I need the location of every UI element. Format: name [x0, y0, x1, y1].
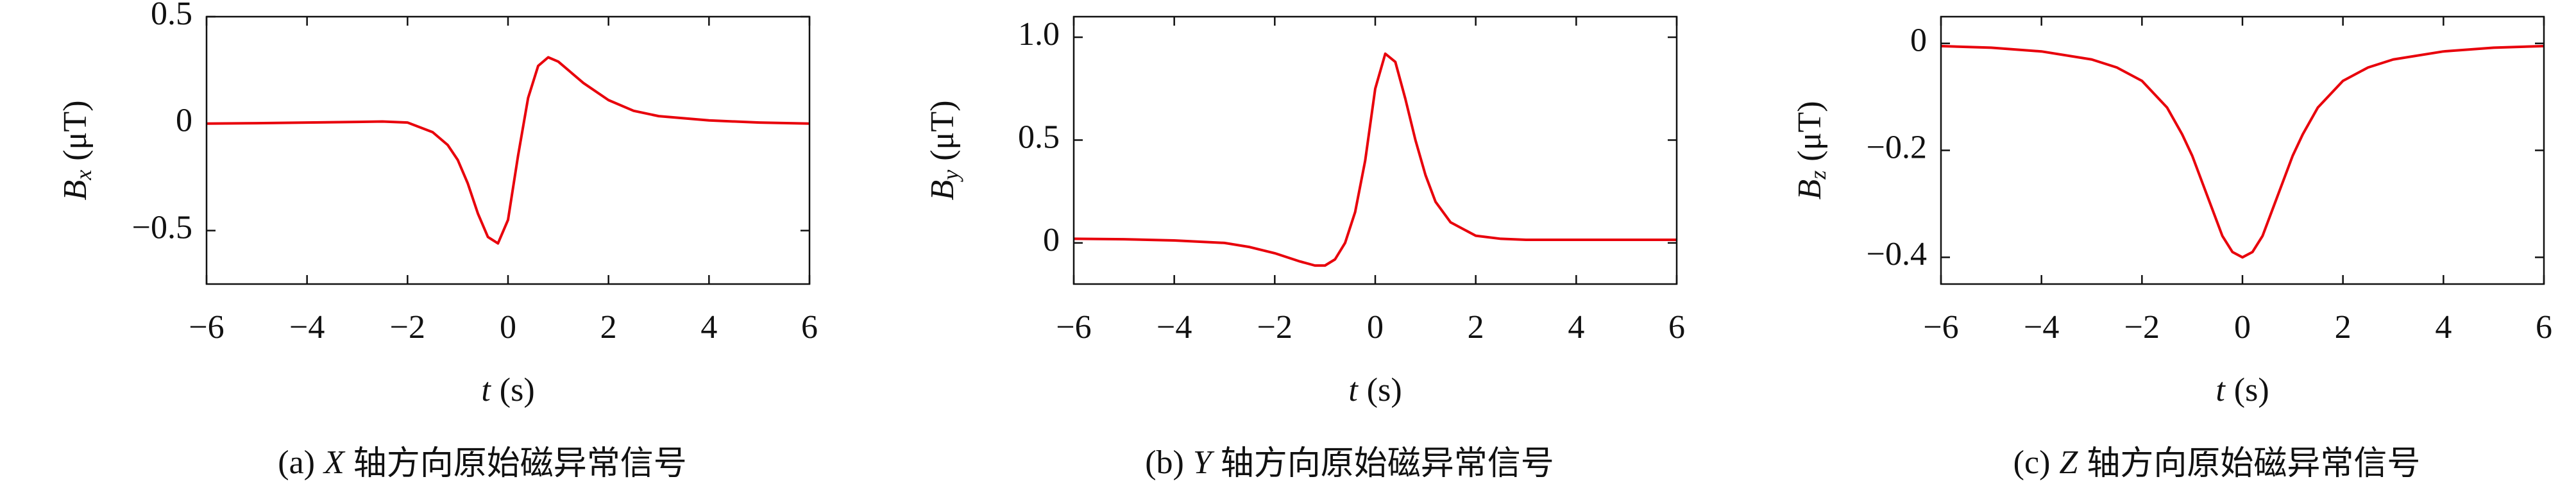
caption-tag: (b) — [1145, 444, 1184, 481]
x-tick-label: 6 — [1668, 309, 1685, 346]
caption-text: 轴方向原始磁异常信号 — [353, 444, 687, 483]
y-tick-label: −0.2 — [1867, 129, 1927, 165]
y-tick-label: 0 — [176, 103, 192, 139]
x-axis-label: t (s) — [481, 372, 534, 408]
caption-axis: Y — [1193, 444, 1215, 481]
x-label-symbol: t — [481, 372, 491, 408]
x-tick-label: 2 — [2335, 309, 2351, 346]
caption-tag: (c) — [2013, 444, 2051, 481]
x-tick-label: 4 — [700, 309, 717, 346]
y-axis-label: Bx (μT) — [57, 100, 96, 200]
data-line — [1073, 52, 1677, 267]
caption-text: 轴方向原始磁异常信号 — [2087, 444, 2420, 483]
x-label-unit: (s) — [2234, 372, 2269, 408]
data-line — [1940, 44, 2545, 259]
x-tick-label: −6 — [1923, 309, 1958, 346]
x-tick-label: 0 — [500, 309, 516, 346]
plot-frame — [205, 15, 811, 285]
chart-panel: −6 −4 −2 0 2 4 6 −0.4 −0.2 0 Bz (μT) t (s) (c) Z 轴方向原始磁异… — [1792, 15, 2552, 483]
y-label-symbol: B — [1792, 180, 1828, 200]
y-label-subscript: z — [1805, 171, 1831, 180]
x-axis-label: t (s) — [1348, 372, 1402, 408]
y-tick-label: −0.4 — [1867, 236, 1927, 273]
y-label-subscript: x — [71, 170, 96, 181]
x-label-symbol: t — [1348, 372, 1359, 408]
chart-panel: −6 −4 −2 0 2 4 6 −0.5 0 0.5 Bx (μT) t (s) (a) X 轴方向原始磁异常… — [57, 0, 818, 483]
y-axis-label: Bz (μT) — [1792, 101, 1831, 199]
x-label-unit: (s) — [500, 372, 535, 408]
y-label-unit: (μT) — [924, 100, 961, 160]
x-axis-label: t (s) — [2216, 372, 2269, 408]
data-line — [206, 56, 810, 245]
caption-tag: (a) — [278, 444, 315, 481]
caption: (a) X 轴方向原始磁异常信号 — [278, 444, 687, 483]
x-tick-label: 0 — [2234, 309, 2251, 346]
x-label-unit: (s) — [1367, 372, 1402, 408]
caption-text: 轴方向原始磁异常信号 — [1221, 444, 1554, 483]
x-tick-label: 4 — [2435, 309, 2452, 346]
x-tick-label: −2 — [2124, 309, 2160, 346]
x-tick-label: −2 — [390, 309, 425, 346]
y-label-symbol: B — [924, 180, 961, 201]
x-tick-label: 6 — [2536, 309, 2552, 346]
x-label-symbol: t — [2216, 372, 2226, 408]
x-tick-label: −4 — [2024, 309, 2059, 346]
x-tick-label: 6 — [801, 309, 818, 346]
caption: (c) Z 轴方向原始磁异常信号 — [2013, 444, 2421, 483]
x-tick-label: −2 — [1257, 309, 1292, 346]
y-tick-label: 1.0 — [1018, 16, 1060, 53]
x-tick-label: −4 — [1157, 309, 1192, 346]
x-tick-label: −6 — [1056, 309, 1091, 346]
y-tick-label: 0 — [1910, 22, 1927, 59]
chart-panel: −6 −4 −2 0 2 4 6 0 0.5 1.0 By (μT) t (s) (b) Y 轴方向原始磁异常信… — [924, 15, 1685, 483]
y-label-symbol: B — [57, 180, 94, 201]
y-tick-label: −0.5 — [132, 210, 192, 246]
x-tick-label: 2 — [600, 309, 617, 346]
y-tick-label: 0.5 — [1018, 119, 1060, 155]
x-tick-label: 0 — [1367, 309, 1384, 346]
plot-frame — [1072, 15, 1678, 285]
caption: (b) Y 轴方向原始磁异常信号 — [1145, 444, 1554, 483]
y-tick-label: 0 — [1043, 222, 1060, 258]
y-label-unit: (μT) — [57, 100, 94, 160]
y-label-subscript: y — [938, 170, 963, 182]
x-tick-label: 4 — [1568, 309, 1584, 346]
caption-axis: X — [323, 444, 346, 481]
x-tick-label: 2 — [1468, 309, 1484, 346]
y-tick-label: 0.5 — [151, 0, 192, 32]
y-axis-label: By (μT) — [924, 100, 963, 200]
plot-frame — [1940, 15, 2545, 285]
x-tick-label: −6 — [189, 309, 224, 346]
caption-axis: Z — [2059, 444, 2078, 481]
y-label-unit: (μT) — [1792, 101, 1828, 161]
x-tick-label: −4 — [289, 309, 325, 346]
